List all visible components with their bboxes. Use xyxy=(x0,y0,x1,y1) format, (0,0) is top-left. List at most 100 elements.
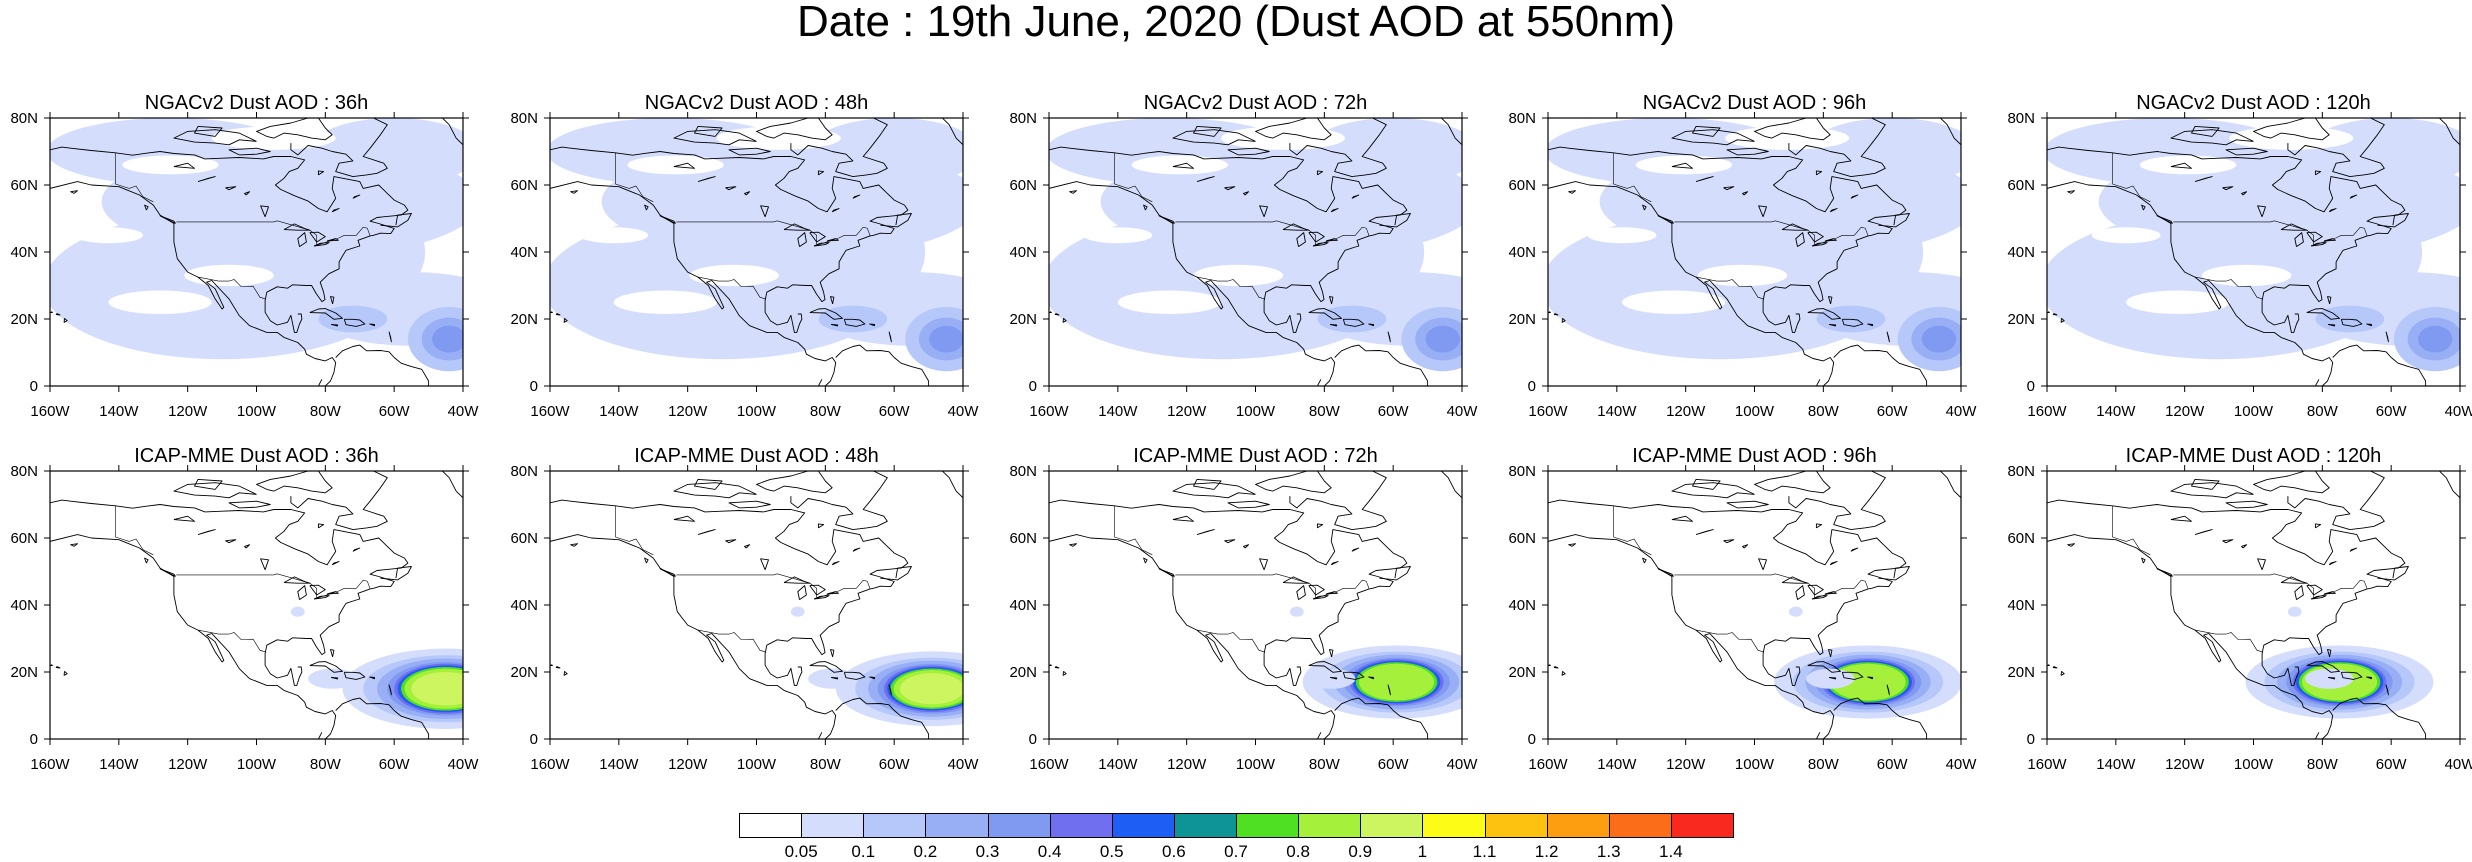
coastline xyxy=(2047,499,2406,686)
coastline xyxy=(1049,311,1052,314)
coastline xyxy=(2328,676,2336,680)
y-tick-label: 0 xyxy=(1029,378,1037,395)
panel-title: NGACv2 Dust AOD : 96h xyxy=(1642,92,1867,114)
coastline xyxy=(1143,204,1148,211)
x-tick-label: 100W xyxy=(2234,756,2274,773)
coastline xyxy=(1695,529,1714,536)
coastline xyxy=(1172,162,1194,169)
y-tick-label: 60N xyxy=(1009,530,1037,547)
y-tick-label: 20N xyxy=(2007,664,2035,681)
dust-plume-contour xyxy=(411,672,463,706)
x-tick-label: 120W xyxy=(1666,756,1706,773)
coastline xyxy=(1816,379,1821,386)
coastline xyxy=(225,539,237,544)
coastline xyxy=(1754,471,1831,494)
coastline xyxy=(2377,213,2409,228)
coastline xyxy=(1255,471,1332,494)
coastline xyxy=(1939,118,1961,146)
coastline xyxy=(1795,232,1805,247)
coastline xyxy=(225,186,237,191)
coastline xyxy=(228,500,271,509)
coastline xyxy=(2328,208,2337,213)
coastline xyxy=(326,238,339,242)
coastline xyxy=(1255,118,1332,141)
coastlines xyxy=(550,471,963,739)
coastline xyxy=(1172,482,1256,499)
aod-field-gap xyxy=(184,264,274,287)
x-tick-label: 60W xyxy=(379,756,411,773)
x-tick-label: 40W xyxy=(2445,756,2472,773)
x-tick-label: 140W xyxy=(1597,756,1637,773)
x-tick-label: 160W xyxy=(530,403,570,420)
coastline xyxy=(194,478,223,490)
colorbar-box xyxy=(1298,813,1362,838)
x-tick-label: 40W xyxy=(2445,403,2472,420)
x-tick-label: 40W xyxy=(1447,403,1479,420)
coastline xyxy=(1329,649,1334,658)
coastline xyxy=(744,544,751,549)
y-tick-label: 40N xyxy=(1508,244,1536,261)
coastline xyxy=(1816,732,1821,739)
coastline xyxy=(173,162,195,169)
aod-field-atlantic xyxy=(432,325,463,353)
political-border xyxy=(676,573,871,599)
y-tick-label: 0 xyxy=(2027,378,2035,395)
coastline xyxy=(1807,308,1841,320)
y-tick-label: 20N xyxy=(10,664,38,681)
coastline xyxy=(888,331,892,343)
political-border xyxy=(1695,276,1765,300)
coastline xyxy=(1316,523,1324,529)
coastline xyxy=(1334,697,1429,739)
coastline xyxy=(1548,181,1835,386)
y-tick-label: 40N xyxy=(10,244,38,261)
coastline xyxy=(852,547,861,552)
coastlines xyxy=(1548,471,1961,739)
coastline xyxy=(673,515,695,522)
coastline xyxy=(725,186,737,191)
colorbar-box xyxy=(1670,813,1734,838)
coastline xyxy=(2253,471,2330,494)
aod-field xyxy=(1049,471,1462,739)
coastline xyxy=(1548,146,1907,333)
aod-field-gap xyxy=(2091,227,2161,244)
map-plot-area: 160W 140W 120W 100W 80W 60W 40W 80N 60N 40N 20N 0 xyxy=(1009,110,1478,420)
coastline xyxy=(343,318,366,327)
colorbar-label: 0.6 xyxy=(1162,842,1186,861)
coastline xyxy=(1351,547,1360,552)
coastline xyxy=(330,296,335,305)
aod-field-gap xyxy=(627,155,724,175)
x-tick-label: 140W xyxy=(599,756,639,773)
coastline xyxy=(2438,118,2460,146)
coastline xyxy=(809,661,843,673)
coastline xyxy=(1049,534,1336,739)
aod-field-gap xyxy=(2229,126,2354,150)
x-tick-label: 40W xyxy=(948,403,980,420)
aod-field-gap xyxy=(2201,264,2292,287)
coastline xyxy=(50,534,337,739)
coastline xyxy=(1329,296,1334,305)
coastline xyxy=(1815,170,1823,176)
colorbar-box xyxy=(1608,813,1672,838)
aod-field-speck xyxy=(1289,606,1304,617)
coastline xyxy=(297,585,307,600)
coastline xyxy=(2306,584,2323,596)
coastline xyxy=(1867,676,1873,680)
coastline xyxy=(563,317,568,323)
political-border xyxy=(1175,573,1370,599)
map-panel-icap-mme-36h: ICAP-MME Dust AOD : 36h 160W 140W 120W 100W 8… xyxy=(10,401,479,779)
coastline xyxy=(1867,323,1873,327)
coastline xyxy=(1553,313,1559,316)
map-panel-icap-mme-120h: ICAP-MME Dust AOD : 120h 160W 140W 120W 100W… xyxy=(2007,401,2472,779)
colorbar-label: 0.5 xyxy=(1099,842,1124,861)
x-tick-label: 60W xyxy=(1877,756,1909,773)
coastline xyxy=(2385,331,2389,343)
aod-field-gap xyxy=(1221,126,1345,150)
x-tick-label: 80W xyxy=(1808,403,1840,420)
aod-field-gap xyxy=(2126,290,2230,314)
coastline xyxy=(2323,238,2336,242)
political-border xyxy=(1613,183,1652,203)
map-frame xyxy=(1048,117,1463,387)
coastline xyxy=(1196,529,1215,536)
coastline xyxy=(818,732,823,739)
